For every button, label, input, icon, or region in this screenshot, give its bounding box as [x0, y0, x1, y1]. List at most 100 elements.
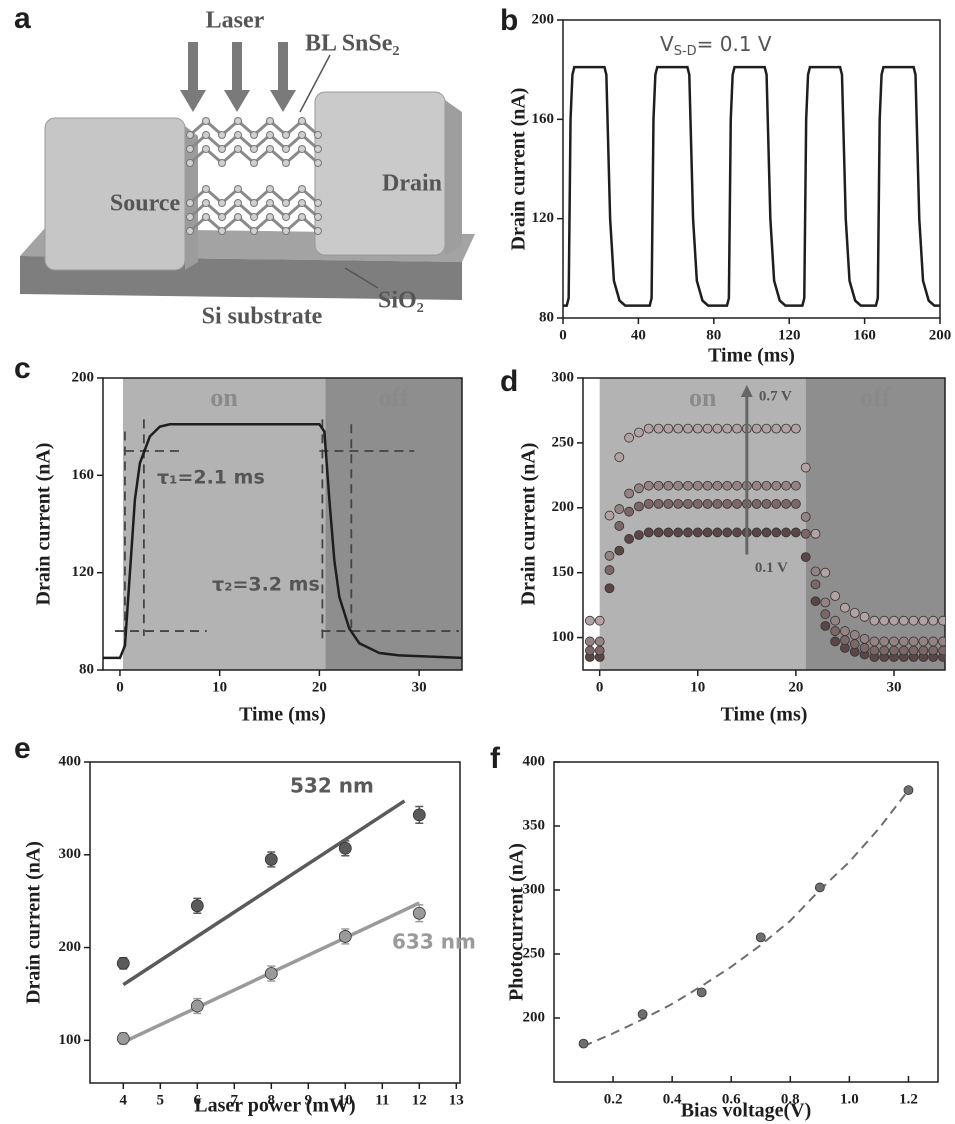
laser-arrows — [180, 42, 296, 112]
x-tick-label: 11 — [375, 1092, 389, 1108]
point — [908, 615, 919, 626]
y-tick-label: 80 — [539, 309, 554, 325]
lattice-atom — [218, 131, 226, 139]
region-label: on — [210, 383, 238, 412]
plot-frame — [553, 761, 939, 1083]
lattice-atom — [298, 213, 306, 221]
point — [673, 498, 684, 509]
x-tick-label: 0 — [559, 327, 567, 343]
x-tick-label: 1.0 — [840, 1091, 859, 1107]
x-axis-label: Laser power (mW) — [194, 1095, 355, 1117]
laser-label: Laser — [206, 8, 265, 34]
x-tick-label: 8 — [268, 1092, 276, 1108]
point — [702, 423, 713, 434]
point — [643, 480, 654, 491]
point — [604, 550, 615, 561]
point — [722, 423, 733, 434]
point — [810, 528, 821, 539]
lattice-atom — [234, 145, 242, 153]
point — [790, 423, 801, 434]
point — [938, 645, 945, 656]
lattice-atom — [186, 213, 194, 221]
point — [702, 480, 713, 491]
point — [908, 645, 919, 656]
region — [599, 378, 806, 670]
point — [712, 527, 723, 538]
x-tick-label: 200 — [929, 327, 952, 343]
point — [761, 498, 772, 509]
lattice-atom — [186, 131, 194, 139]
point — [814, 882, 825, 893]
x-tick-label: 20 — [312, 679, 327, 695]
fit-line — [583, 789, 910, 1048]
point — [830, 636, 841, 647]
lattice-atom — [298, 145, 306, 153]
annotation: VS-D= 0.1 V — [660, 32, 772, 59]
x-tick-label: 10 — [690, 679, 705, 695]
y-tick-label: 200 — [523, 1009, 546, 1025]
point — [692, 527, 703, 538]
point — [663, 423, 674, 434]
point — [869, 615, 880, 626]
point — [643, 527, 654, 538]
annotation: τ₂=3.2 ms — [212, 574, 320, 596]
point — [663, 527, 674, 538]
x-tick-label: 5 — [157, 1092, 165, 1108]
point — [190, 999, 204, 1013]
point — [840, 626, 850, 636]
point — [928, 636, 939, 647]
point — [722, 527, 733, 538]
lattice-atom — [314, 159, 322, 167]
lattice-atom — [186, 159, 194, 167]
point — [898, 645, 909, 656]
x-tick-label: 1.2 — [899, 1091, 918, 1107]
point — [938, 615, 945, 626]
panel-label: a — [14, 2, 31, 35]
point — [614, 504, 625, 514]
point — [732, 498, 742, 509]
annotation-main: V — [660, 32, 674, 56]
x-tick-label: 0 — [596, 679, 604, 695]
point — [928, 615, 939, 626]
point — [673, 527, 684, 538]
line — [563, 65, 940, 307]
point — [810, 566, 821, 577]
lattice-atom — [250, 131, 258, 139]
point — [840, 635, 850, 646]
point — [928, 645, 939, 656]
point — [732, 480, 742, 491]
y-tick-label: 250 — [552, 434, 575, 450]
point — [683, 498, 693, 509]
point — [761, 527, 772, 538]
lattice-atom — [314, 199, 322, 207]
point — [634, 501, 644, 512]
lattice-atom — [266, 131, 274, 139]
point — [849, 639, 860, 649]
point — [643, 498, 654, 509]
point — [751, 527, 762, 538]
lattice-atom — [282, 159, 290, 167]
lattice-atom — [202, 131, 210, 139]
line — [103, 422, 462, 660]
point — [751, 498, 762, 509]
x-tick-label: 0.8 — [781, 1091, 800, 1107]
point — [614, 545, 625, 556]
x-tick-label: 13 — [449, 1092, 464, 1108]
point — [849, 607, 860, 618]
point — [859, 643, 870, 653]
point — [771, 498, 782, 509]
laser-arrow — [232, 42, 242, 92]
x-tick-label: 9 — [305, 1092, 313, 1108]
panel-label: e — [14, 732, 31, 765]
point — [898, 615, 909, 626]
point — [938, 636, 945, 647]
point — [264, 853, 278, 866]
lattice-atom — [298, 185, 306, 193]
lattice-atom — [266, 117, 274, 125]
arrow-label: 0.7 V — [759, 388, 792, 404]
lattice-atom — [298, 131, 306, 139]
region — [122, 378, 326, 670]
point — [692, 423, 703, 434]
lattice-atom — [314, 131, 322, 139]
